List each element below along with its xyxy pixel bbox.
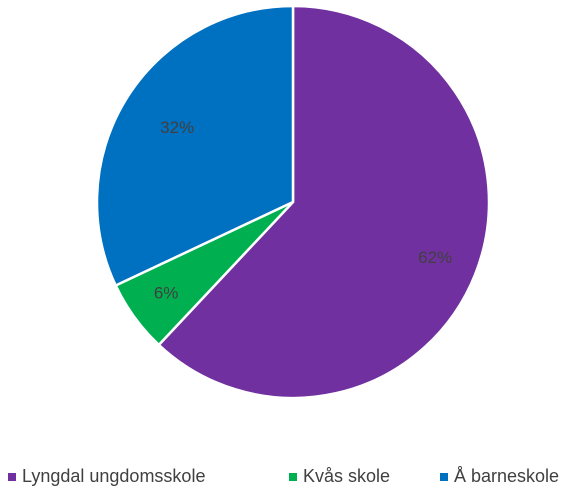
slice-lyngdal: [157, 4, 491, 400]
pie-chart: 62% 6% 32%: [95, 4, 491, 400]
legend-label-a-barneskole: Å barneskole: [454, 466, 560, 486]
legend-swatch-kvas: [289, 472, 297, 481]
legend-item-lyngdal: Lyngdal ungdomsskole: [8, 466, 205, 487]
label-a-barneskole: 32%: [160, 118, 194, 137]
pie-slices: [95, 4, 491, 400]
label-lyngdal: 62%: [418, 248, 452, 267]
legend-label-lyngdal: Lyngdal ungdomsskole: [22, 466, 206, 486]
pie-labels: 62% 6% 32%: [154, 118, 452, 303]
legend-swatch-a-barneskole: [440, 472, 448, 481]
legend-item-kvas: Kvås skole: [289, 466, 390, 487]
legend-swatch-lyngdal: [8, 472, 16, 481]
label-kvas: 6%: [154, 284, 179, 303]
legend-item-a-barneskole: Å barneskole: [440, 466, 559, 487]
slice-a-barneskole: [95, 4, 295, 287]
legend: Lyngdal ungdomsskole Kvås skole Å barnes…: [0, 466, 587, 488]
legend-label-kvas: Kvås skole: [303, 466, 391, 486]
